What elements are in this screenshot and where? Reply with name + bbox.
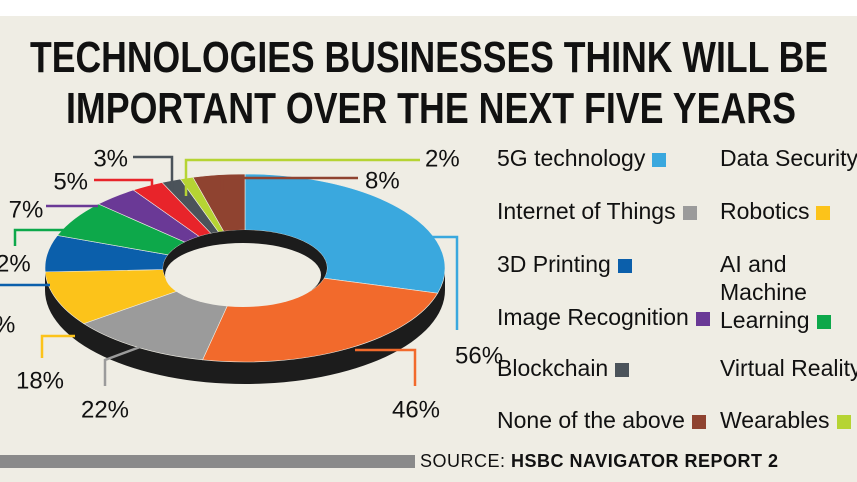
legend-item: Wearables <box>720 406 851 434</box>
legend-swatch <box>682 206 697 220</box>
legend-item: Image Recognition <box>497 303 710 331</box>
legend-swatch <box>695 312 710 326</box>
legend-label: 3D Printing <box>497 251 611 277</box>
value-label: % <box>0 311 15 338</box>
value-label: 5% <box>53 168 88 195</box>
leader-line <box>184 158 420 196</box>
leader-line <box>94 178 154 200</box>
value-label: 18% <box>16 367 64 394</box>
legend-label: Blockchain <box>497 355 609 381</box>
top-strip <box>0 0 857 16</box>
legend-item: Data Security <box>720 144 857 172</box>
legend-label: Robotics <box>720 198 810 224</box>
source: SOURCE: HSBC NAVIGATOR REPORT 2 <box>420 451 779 472</box>
leader-line <box>13 228 68 246</box>
legend-swatch <box>836 415 851 429</box>
donut-hole <box>165 243 321 307</box>
legend-label: Internet of Things <box>497 198 676 224</box>
value-label: 56% <box>455 342 503 369</box>
chart-title: IMPORTANT OVER THE NEXT FIVE YEARS <box>66 84 796 133</box>
legend-label: Wearables <box>720 407 830 433</box>
value-label: 22% <box>81 396 129 423</box>
legend-label: None of the above <box>497 407 685 433</box>
leader-line <box>428 235 459 330</box>
value-label: 2% <box>0 250 31 277</box>
legend-label: 5G technology <box>497 145 646 171</box>
legend-swatch <box>691 415 706 429</box>
value-label: 8% <box>365 167 400 194</box>
leader-line <box>40 334 75 358</box>
value-label: 2% <box>425 145 460 172</box>
legend-item: 5G technology <box>497 144 667 172</box>
leader-line <box>133 155 174 190</box>
legend-label: AI and Machine Learning <box>720 251 810 333</box>
legend-label: Virtual Reality <box>720 355 857 381</box>
value-label: 3% <box>93 145 128 172</box>
value-label: 46% <box>392 396 440 423</box>
legend-item: Blockchain <box>497 354 630 382</box>
legend-item: 3D Printing <box>497 250 632 278</box>
legend-item: None of the above <box>497 406 706 434</box>
source-text: HSBC NAVIGATOR REPORT 2 <box>511 451 779 471</box>
legend-item: Virtual Reality <box>720 354 857 382</box>
value-label: 7% <box>9 196 44 223</box>
legend-item: Robotics <box>720 197 831 225</box>
source-bar <box>0 455 415 468</box>
legend-item: Internet of Things <box>497 197 697 225</box>
legend-swatch <box>816 206 831 220</box>
leader-line <box>220 176 358 190</box>
source-label: SOURCE: <box>420 451 506 471</box>
chart-title: TECHNOLOGIES BUSINESSES THINK WILL BE <box>30 33 828 82</box>
legend-swatch <box>816 315 831 329</box>
legend-label: Image Recognition <box>497 304 689 330</box>
leader-line <box>103 345 141 386</box>
legend-swatch <box>617 259 632 273</box>
legend-item: AI and Machine Learning <box>720 250 857 334</box>
legend-swatch <box>652 153 667 167</box>
leader-line <box>355 348 417 386</box>
legend-label: Data Security <box>720 145 857 171</box>
legend-swatch <box>615 363 630 377</box>
